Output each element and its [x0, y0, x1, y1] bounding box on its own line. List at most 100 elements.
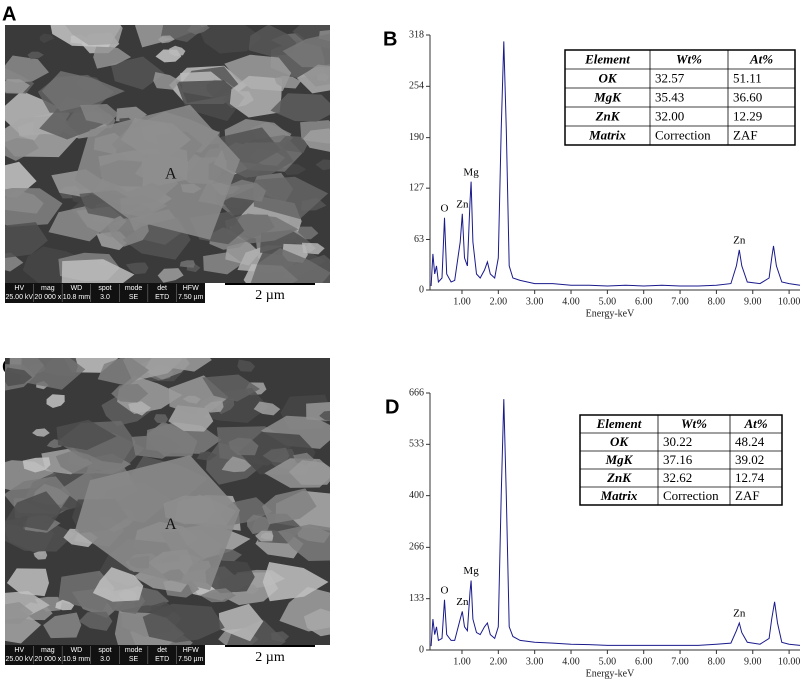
info-header: mag [41, 647, 55, 654]
peak-label: Mg [463, 565, 479, 577]
table-cell: 36.60 [733, 89, 762, 104]
particle [315, 159, 330, 171]
particle [179, 260, 195, 268]
particle [93, 45, 132, 69]
table-cell: Matrix [600, 488, 638, 503]
info-bar [5, 283, 205, 303]
particle [110, 56, 165, 90]
particle [255, 530, 274, 542]
particle [253, 176, 329, 219]
particle [274, 75, 301, 89]
table-frame [579, 414, 783, 506]
table-cell: ZAF [735, 488, 760, 503]
particle [107, 218, 149, 247]
peak-label: O [441, 202, 449, 214]
particle [248, 25, 297, 57]
particle [228, 213, 299, 244]
particle [221, 456, 252, 473]
x-axis-label: Energy-keV [586, 308, 635, 319]
particle [33, 551, 48, 560]
particle [55, 599, 75, 611]
table-cell: 30.22 [663, 434, 692, 449]
peak-label: Zn [456, 596, 469, 608]
particle [154, 414, 168, 424]
x-tick-label: 3.00 [526, 296, 544, 307]
particle [237, 359, 256, 372]
info-value: 25.00 kV [5, 294, 33, 301]
x-tick-label: 6.00 [635, 296, 653, 307]
particle [5, 188, 63, 227]
x-axis-label: Energy-keV [586, 668, 635, 679]
particle [198, 25, 262, 54]
particle [262, 447, 290, 464]
scale-area [205, 283, 330, 303]
particle [5, 79, 30, 94]
scale-label: 2 µm [255, 650, 285, 665]
particle [187, 25, 210, 35]
peak-label: Zn [733, 234, 746, 246]
particle [22, 457, 51, 473]
particle [97, 358, 150, 386]
info-value: SE [129, 656, 139, 663]
x-tick-label: 4.00 [562, 296, 580, 307]
table-cell: 48.24 [735, 434, 765, 449]
info-bar [5, 645, 205, 665]
x-tick-label: 8.00 [708, 656, 726, 667]
x-tick-label: 3.00 [526, 656, 544, 667]
info-header: WD [71, 285, 83, 292]
peak-label: O [441, 584, 449, 596]
spectrum-line [430, 399, 801, 647]
particle [303, 128, 330, 152]
particle [5, 138, 39, 161]
table-header: Wt% [681, 416, 707, 431]
particle [65, 25, 123, 46]
y-tick-label: 400 [409, 490, 424, 501]
y-tick-label: 533 [409, 439, 424, 450]
table-cell: 32.62 [663, 470, 692, 485]
particle [56, 419, 117, 451]
particle [46, 394, 65, 408]
table-cell: 37.16 [663, 452, 693, 467]
x-tick-label: 2.00 [490, 656, 508, 667]
particle [6, 568, 49, 597]
info-header: WD [71, 647, 83, 654]
particle [301, 242, 325, 255]
scale-area [205, 645, 330, 665]
panel-letter: B [383, 28, 397, 50]
y-tick-label: 0 [419, 644, 424, 655]
particle [226, 142, 294, 178]
particle [153, 72, 180, 90]
info-value: 10.9 mm [63, 656, 90, 663]
particle [5, 367, 33, 387]
x-tick-label: 1.00 [453, 296, 471, 307]
info-value: SE [129, 294, 139, 301]
table-cell: Correction [655, 127, 711, 142]
info-header: spot [98, 647, 111, 654]
site-label: A [165, 516, 177, 533]
particle [55, 450, 105, 474]
info-value: ETD [155, 294, 169, 301]
table-cell: OK [610, 434, 629, 449]
particle [5, 222, 48, 258]
table-cell: MgK [605, 452, 634, 467]
info-header: mode [125, 285, 143, 292]
table-cell: 32.57 [655, 70, 685, 85]
particle [5, 491, 63, 531]
x-tick-label: 8.00 [708, 296, 726, 307]
particle [226, 619, 286, 645]
info-header: spot [98, 285, 111, 292]
table-cell: ZnK [606, 470, 632, 485]
particle [262, 562, 329, 602]
scale-label: 2 µm [255, 288, 285, 303]
info-header: det [157, 647, 167, 654]
particle [202, 374, 260, 402]
particle [303, 64, 330, 87]
panel-letter: D [385, 396, 399, 418]
particle [262, 488, 317, 525]
x-tick-label: 9.00 [744, 296, 762, 307]
particle [229, 75, 283, 118]
table-cell: 39.02 [735, 452, 764, 467]
info-value: 20 000 x [34, 294, 61, 301]
particle [92, 567, 144, 602]
